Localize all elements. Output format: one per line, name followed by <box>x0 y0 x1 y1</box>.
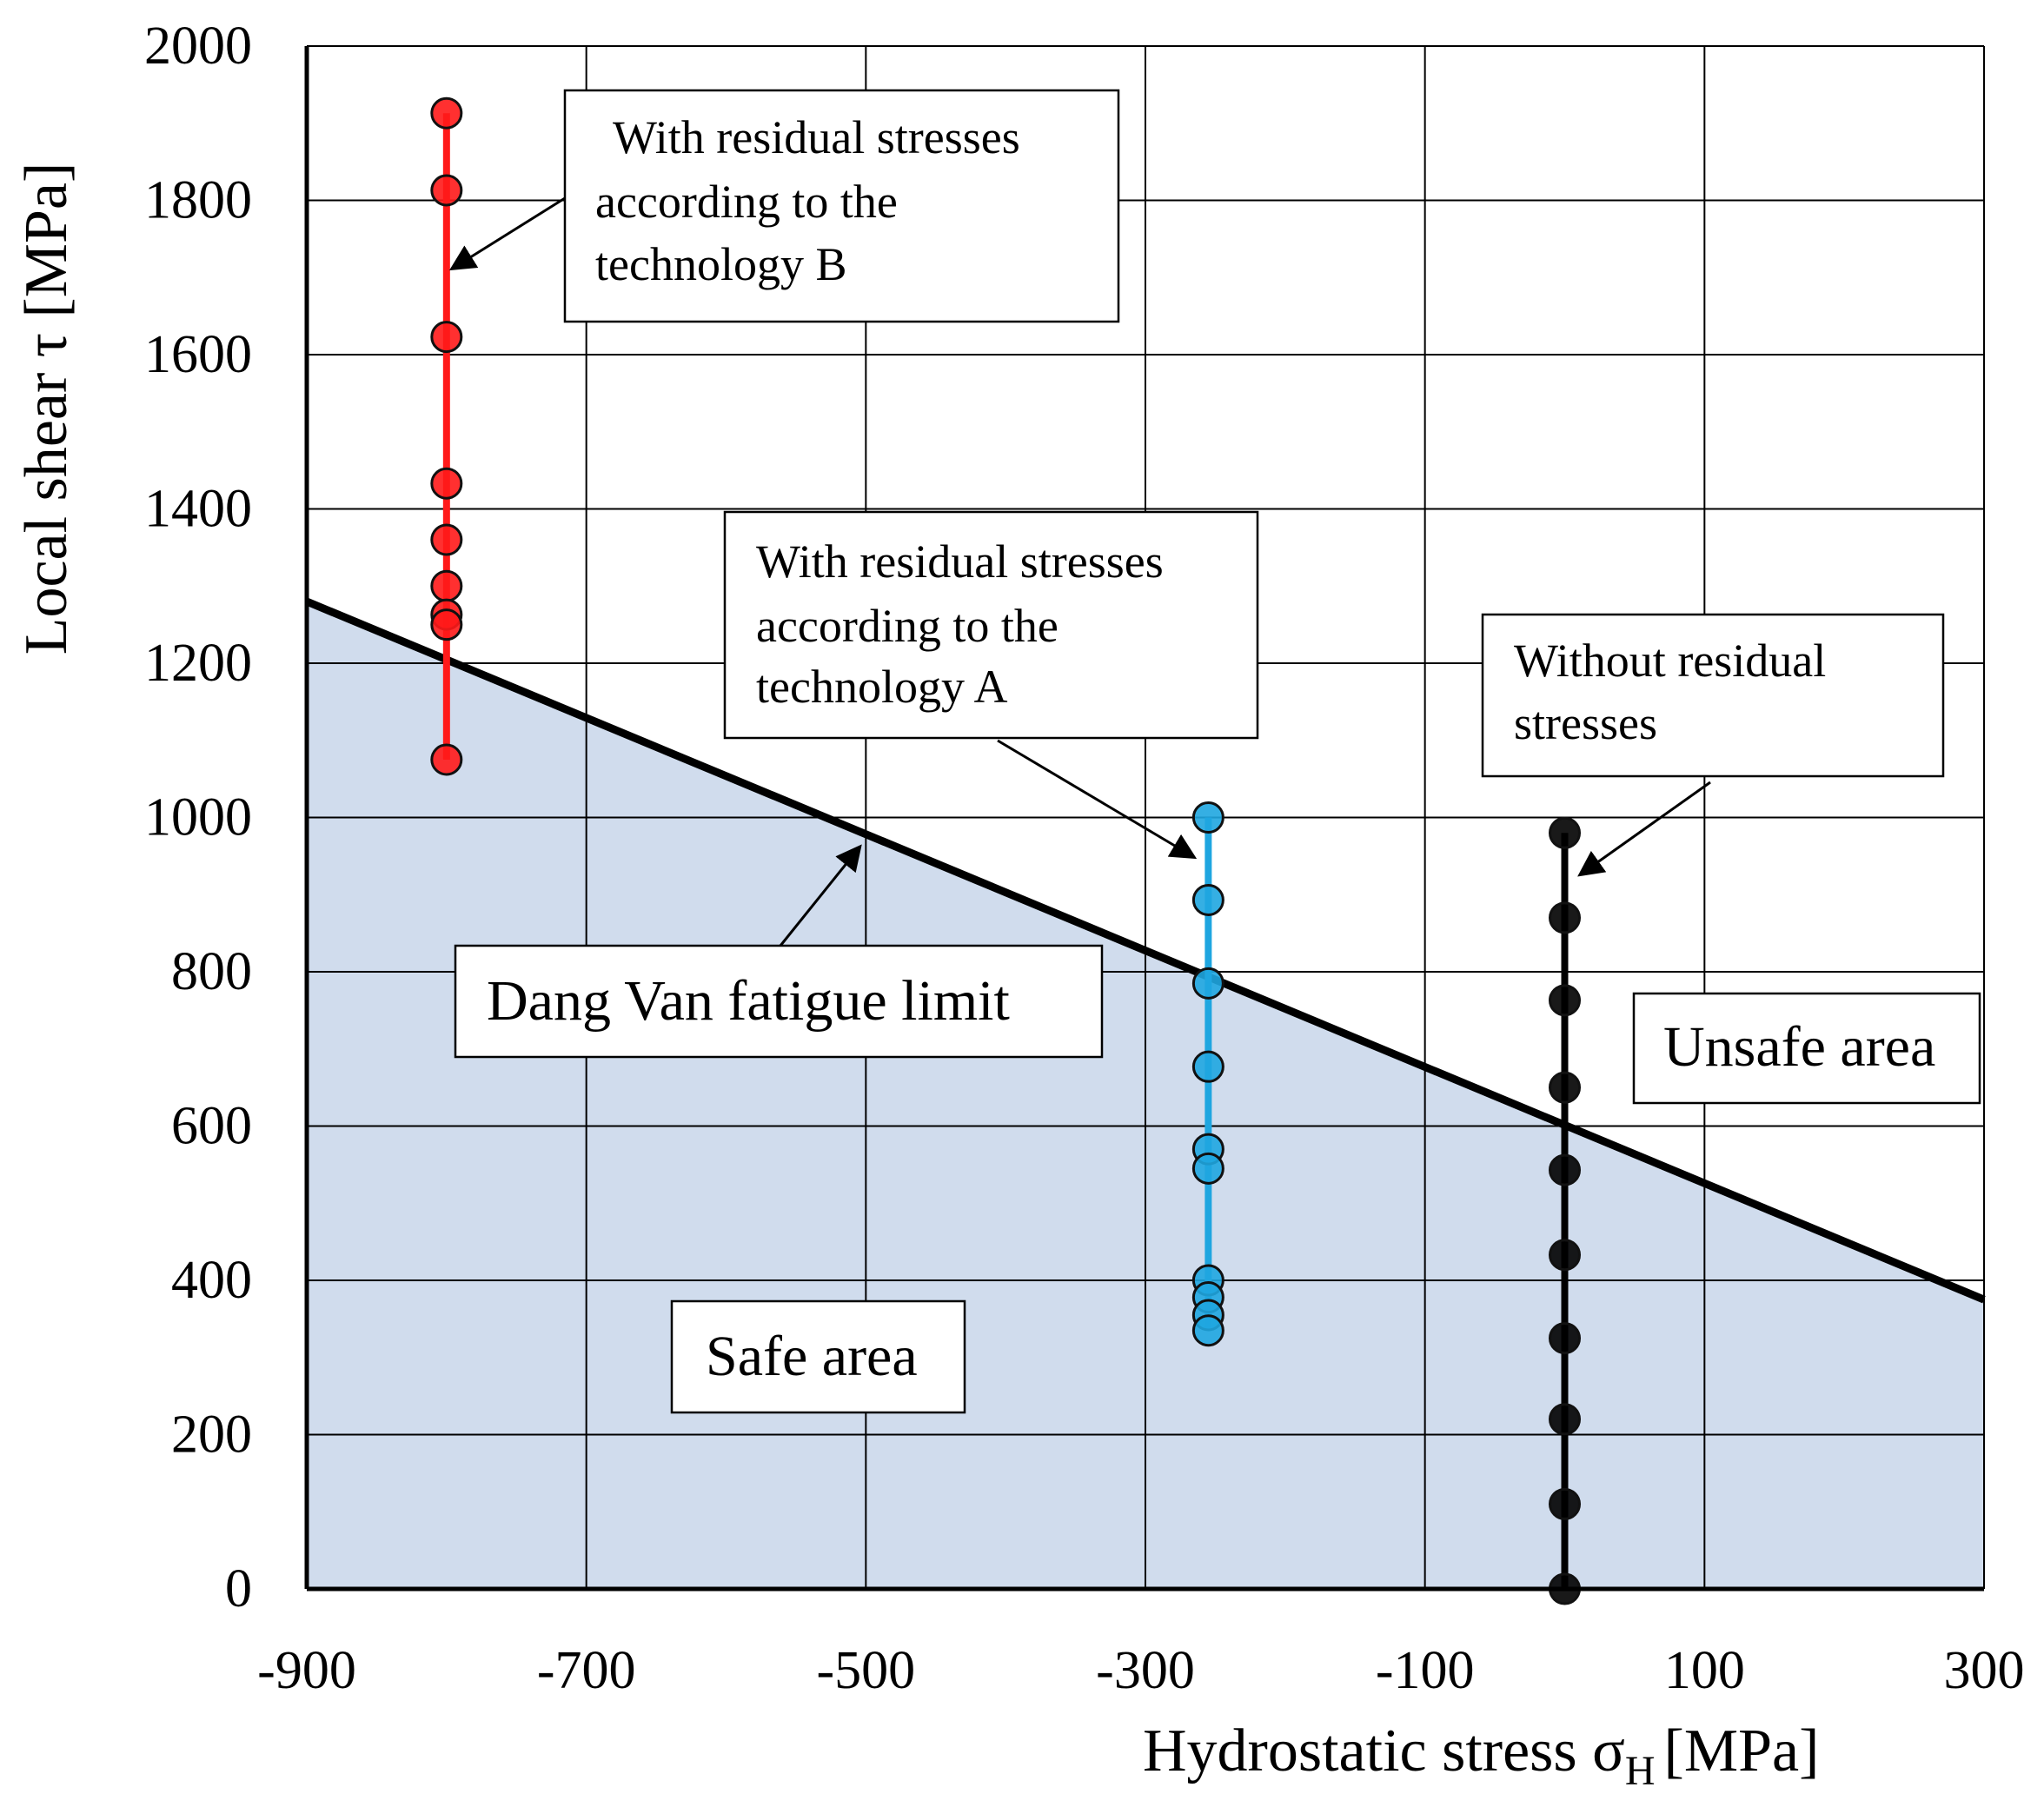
annotation-a-line-2: according to the <box>756 600 1058 652</box>
data-point <box>430 743 463 776</box>
x-tick-label: -500 <box>817 1641 916 1700</box>
data-point <box>1191 1050 1224 1083</box>
data-point <box>1191 801 1224 834</box>
data-point <box>430 321 463 354</box>
data-point <box>1549 901 1581 934</box>
data-point <box>1191 967 1224 1000</box>
annotation-unsafe-area: Unsafe area <box>1632 992 1981 1105</box>
y-tick-label: 200 <box>171 1406 252 1465</box>
x-tick-label: -700 <box>537 1641 636 1700</box>
fatigue-limit-label: Dang Van fatigue limit <box>487 969 1010 1033</box>
x-tick-label: -300 <box>1096 1641 1195 1700</box>
data-point <box>1549 1487 1581 1520</box>
data-point <box>1549 1153 1581 1186</box>
data-point <box>1191 1152 1224 1185</box>
x-tick-label: 100 <box>1664 1641 1745 1700</box>
y-tick-label: 2000 <box>144 17 252 76</box>
y-tick-label: 800 <box>171 942 252 1001</box>
data-point <box>430 523 463 556</box>
arrow-technology-b <box>448 196 566 271</box>
data-point <box>1549 1322 1581 1355</box>
y-tick-label: 1600 <box>144 325 252 384</box>
y-tick-label: 1000 <box>144 788 252 847</box>
data-point <box>1191 1314 1224 1347</box>
data-point <box>1549 984 1581 1017</box>
data-point <box>1549 816 1581 849</box>
data-point <box>1191 883 1224 916</box>
y-tick-label: 0 <box>225 1559 252 1618</box>
data-point <box>430 569 463 602</box>
annotation-none-line-1: Without residual <box>1514 635 1826 687</box>
series-1 <box>1191 801 1224 1347</box>
y-tick-label: 1800 <box>144 171 252 230</box>
data-point <box>1549 1403 1581 1436</box>
y-tick-label: 1200 <box>144 634 252 693</box>
fatigue-limit-line <box>305 597 1986 1304</box>
annotation-technology-b: With residual stresses according to the … <box>563 89 1120 323</box>
x-tick-label: -900 <box>257 1641 356 1700</box>
series-0 <box>430 96 463 776</box>
data-point <box>1549 1071 1581 1104</box>
annotation-a-line-3: technology A <box>756 661 1007 713</box>
annotation-without-residual: Without residual stresses <box>1481 613 1945 778</box>
y-axis-title: Local shear τ [MPa] <box>13 163 80 655</box>
annotation-b-line-3: technology B <box>595 238 846 290</box>
annotation-technology-a: With residual stresses according to the … <box>723 510 1259 740</box>
y-tick-label: 400 <box>171 1251 252 1310</box>
annotation-b-line-2: according to the <box>595 176 898 228</box>
data-point <box>430 608 463 641</box>
unsafe-area-label: Unsafe area <box>1663 1015 1935 1079</box>
annotation-b-line-1: With residual stresses <box>613 111 1020 163</box>
safe-area-label: Safe area <box>706 1325 918 1388</box>
arrow-fatigue-limit <box>779 844 862 947</box>
annotation-a-line-1: With residual stresses <box>756 535 1164 588</box>
series-2 <box>1549 816 1581 1605</box>
arrow-technology-a <box>997 739 1198 860</box>
data-point <box>430 96 463 130</box>
x-tick-label: 300 <box>1944 1641 2025 1700</box>
y-tick-label: 600 <box>171 1097 252 1156</box>
annotation-safe-area: Safe area <box>670 1299 966 1414</box>
data-point <box>430 174 463 207</box>
x-axis-title: Hydrostatic stress σH [MPa] <box>1143 1718 1819 1794</box>
x-tick-label: -100 <box>1376 1641 1475 1700</box>
y-tick-label: 1400 <box>144 480 252 539</box>
data-point <box>1549 1239 1581 1272</box>
annotation-none-line-2: stresses <box>1514 697 1657 749</box>
annotation-fatigue-limit: Dang Van fatigue limit <box>454 944 1104 1059</box>
data-point <box>430 467 463 500</box>
arrow-without-residual <box>1577 781 1711 877</box>
